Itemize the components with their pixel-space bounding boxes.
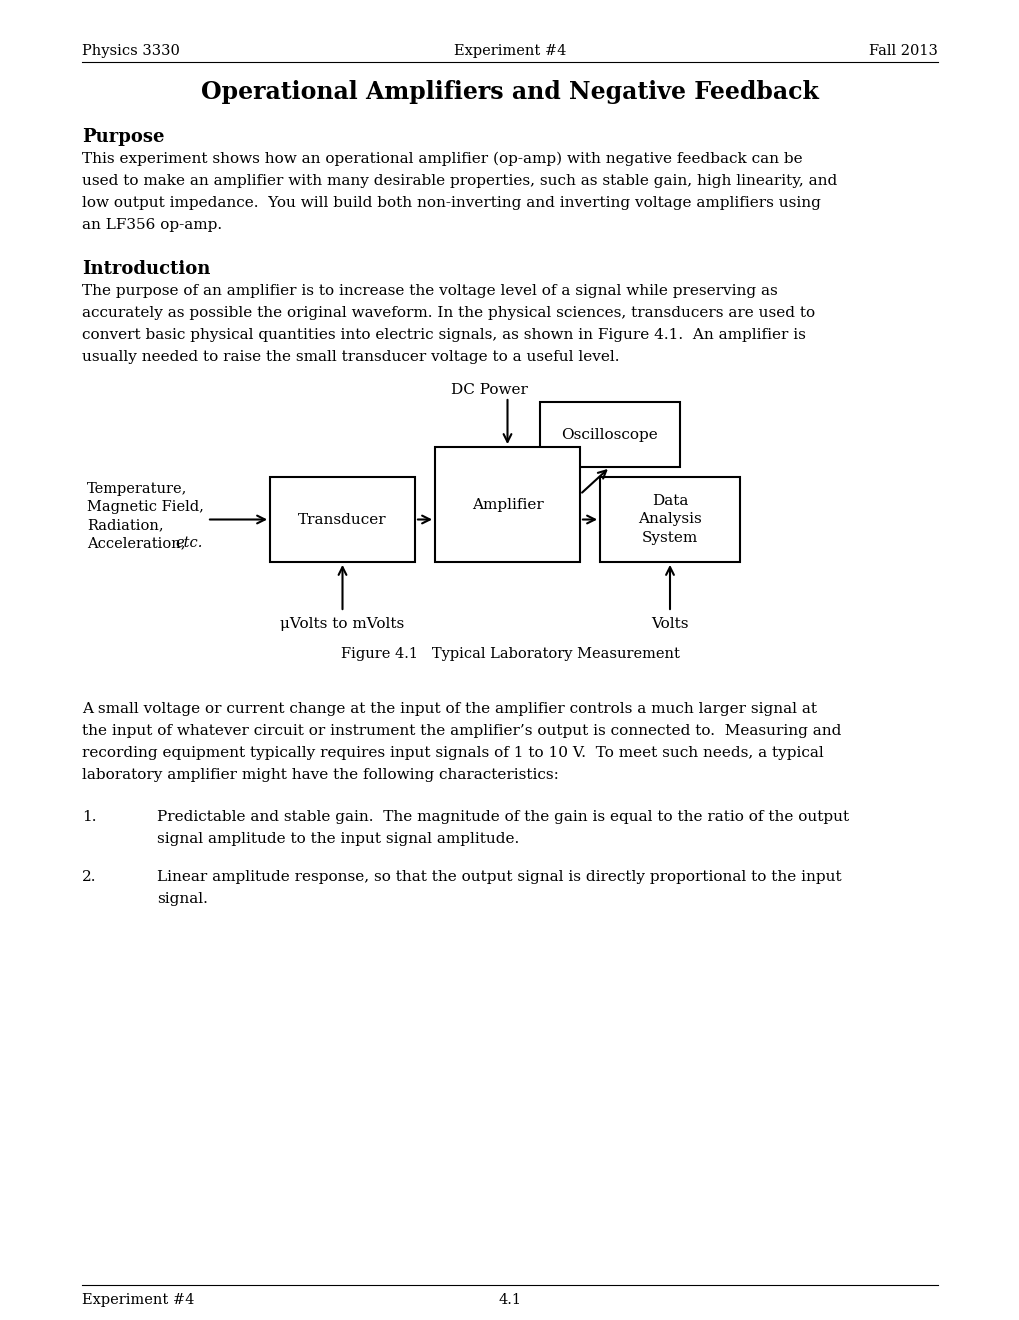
Text: DC Power: DC Power bbox=[450, 383, 528, 397]
Text: Linear amplitude response, so that the output signal is directly proportional to: Linear amplitude response, so that the o… bbox=[157, 870, 841, 884]
Text: Purpose: Purpose bbox=[82, 128, 164, 147]
Text: Amplifier: Amplifier bbox=[471, 498, 543, 511]
Bar bbox=[539, 403, 680, 467]
Text: low output impedance.  You will build both non-inverting and inverting voltage a: low output impedance. You will build bot… bbox=[82, 195, 820, 210]
Text: signal amplitude to the input signal amplitude.: signal amplitude to the input signal amp… bbox=[157, 832, 519, 846]
Text: convert basic physical quantities into electric signals, as shown in Figure 4.1.: convert basic physical quantities into e… bbox=[82, 327, 805, 342]
Text: recording equipment typically requires input signals of 1 to 10 V.  To meet such: recording equipment typically requires i… bbox=[82, 746, 823, 760]
Text: Oscilloscope: Oscilloscope bbox=[561, 428, 657, 441]
Text: laboratory amplifier might have the following characteristics:: laboratory amplifier might have the foll… bbox=[82, 768, 558, 781]
Text: This experiment shows how an operational amplifier (op-amp) with negative feedba: This experiment shows how an operational… bbox=[82, 152, 802, 166]
Text: Acceleration,: Acceleration, bbox=[87, 536, 190, 550]
Text: Volts: Volts bbox=[650, 616, 688, 631]
Text: Data
Analysis
System: Data Analysis System bbox=[638, 494, 701, 545]
Text: signal.: signal. bbox=[157, 892, 208, 906]
Text: Figure 4.1   Typical Laboratory Measurement: Figure 4.1 Typical Laboratory Measuremen… bbox=[340, 647, 679, 661]
Text: A small voltage or current change at the input of the amplifier controls a much : A small voltage or current change at the… bbox=[82, 702, 816, 715]
Text: Fall 2013: Fall 2013 bbox=[868, 44, 937, 58]
Text: The purpose of an amplifier is to increase the voltage level of a signal while p: The purpose of an amplifier is to increa… bbox=[82, 284, 777, 298]
Text: 1.: 1. bbox=[82, 810, 97, 824]
Text: Introduction: Introduction bbox=[82, 260, 210, 279]
Bar bbox=[270, 477, 415, 562]
Text: Magnetic Field,: Magnetic Field, bbox=[87, 500, 204, 513]
Text: 2.: 2. bbox=[82, 870, 97, 884]
Text: Physics 3330: Physics 3330 bbox=[82, 44, 179, 58]
Text: accurately as possible the original waveform. In the physical sciences, transduc: accurately as possible the original wave… bbox=[82, 306, 814, 319]
Text: Radiation,: Radiation, bbox=[87, 517, 163, 532]
Text: usually needed to raise the small transducer voltage to a useful level.: usually needed to raise the small transd… bbox=[82, 350, 619, 364]
Text: Predictable and stable gain.  The magnitude of the gain is equal to the ratio of: Predictable and stable gain. The magnitu… bbox=[157, 810, 848, 824]
Text: Operational Amplifiers and Negative Feedback: Operational Amplifiers and Negative Feed… bbox=[201, 81, 818, 104]
Text: 4.1: 4.1 bbox=[498, 1294, 521, 1307]
Text: the input of whatever circuit or instrument the amplifier’s output is connected : the input of whatever circuit or instrum… bbox=[82, 723, 841, 738]
Text: etc.: etc. bbox=[175, 536, 202, 550]
Bar bbox=[599, 477, 739, 562]
Text: Transducer: Transducer bbox=[298, 512, 386, 527]
Text: Temperature,: Temperature, bbox=[87, 482, 187, 496]
Text: Experiment #4: Experiment #4 bbox=[82, 1294, 195, 1307]
Bar bbox=[434, 447, 580, 562]
Text: μVolts to mVolts: μVolts to mVolts bbox=[280, 616, 405, 631]
Text: Experiment #4: Experiment #4 bbox=[453, 44, 566, 58]
Text: used to make an amplifier with many desirable properties, such as stable gain, h: used to make an amplifier with many desi… bbox=[82, 174, 837, 187]
Text: an LF356 op-amp.: an LF356 op-amp. bbox=[82, 218, 222, 232]
